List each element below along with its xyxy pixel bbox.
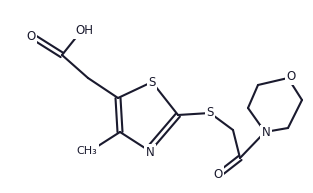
Text: O: O: [286, 70, 295, 84]
Text: OH: OH: [75, 25, 93, 37]
Text: S: S: [206, 107, 214, 119]
Text: S: S: [148, 75, 156, 89]
Text: O: O: [213, 168, 223, 180]
Text: N: N: [146, 146, 154, 158]
Text: N: N: [262, 126, 270, 140]
Text: O: O: [26, 30, 36, 42]
Text: CH₃: CH₃: [77, 146, 97, 156]
